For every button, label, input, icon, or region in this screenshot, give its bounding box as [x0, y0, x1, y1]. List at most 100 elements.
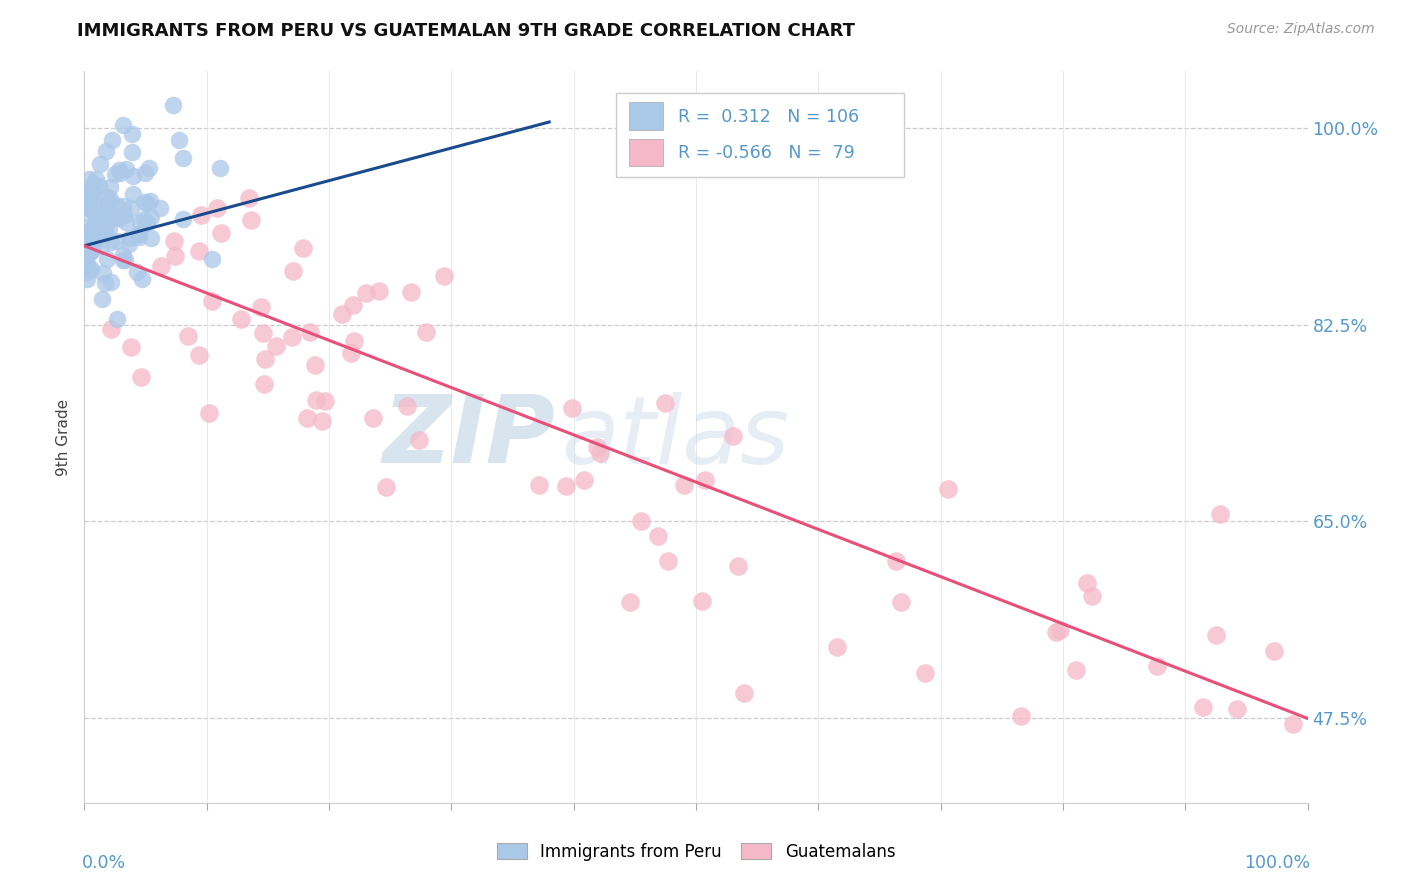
Point	[561, 401, 583, 416]
Point	[107, 211, 129, 225]
Point	[115, 162, 138, 177]
Point	[1081, 589, 1104, 603]
Point	[201, 294, 224, 309]
FancyBboxPatch shape	[616, 94, 904, 178]
Point	[96, 145, 118, 159]
Point	[98, 180, 121, 194]
Point	[122, 169, 145, 184]
Point	[105, 210, 128, 224]
Point	[162, 98, 184, 112]
Point	[630, 515, 652, 529]
Point	[238, 191, 260, 205]
Point	[1076, 575, 1098, 590]
Point	[100, 211, 122, 226]
Point	[77, 262, 100, 277]
Point	[76, 187, 98, 202]
FancyBboxPatch shape	[628, 102, 664, 130]
Point	[118, 237, 141, 252]
Point	[90, 239, 112, 253]
Point	[112, 247, 135, 261]
Point	[112, 119, 135, 133]
Text: Source: ZipAtlas.com: Source: ZipAtlas.com	[1227, 22, 1375, 37]
Point	[76, 186, 98, 201]
Point	[76, 226, 98, 240]
Text: IMMIGRANTS FROM PERU VS GUATEMALAN 9TH GRADE CORRELATION CHART: IMMIGRANTS FROM PERU VS GUATEMALAN 9TH G…	[77, 22, 855, 40]
Point	[84, 171, 107, 186]
Text: 100.0%: 100.0%	[1244, 854, 1310, 872]
Point	[586, 440, 609, 454]
Point	[314, 394, 336, 409]
Point	[354, 285, 377, 300]
Point	[433, 268, 456, 283]
Point	[108, 163, 131, 178]
Point	[96, 190, 118, 204]
Point	[80, 242, 103, 256]
Point	[721, 429, 744, 443]
Point	[84, 197, 107, 211]
Point	[264, 339, 287, 353]
Point	[733, 686, 755, 700]
Point	[122, 186, 145, 201]
Point	[94, 277, 117, 291]
Point	[114, 252, 136, 267]
Point	[80, 244, 103, 258]
Point	[1263, 644, 1285, 658]
Point	[292, 241, 315, 255]
Point	[408, 433, 430, 447]
Point	[588, 445, 610, 459]
Point	[1064, 663, 1087, 677]
Point	[136, 217, 159, 231]
Point	[80, 186, 103, 201]
Point	[91, 266, 114, 280]
Text: ZIP: ZIP	[382, 391, 555, 483]
Point	[311, 414, 333, 428]
Point	[141, 210, 163, 224]
Point	[673, 478, 696, 492]
Point	[134, 194, 156, 209]
Point	[188, 244, 211, 258]
Point	[80, 261, 103, 276]
Point	[111, 252, 134, 267]
Point	[1191, 700, 1213, 714]
Point	[205, 201, 228, 215]
Point	[342, 298, 364, 312]
FancyBboxPatch shape	[628, 138, 664, 167]
Point	[90, 226, 112, 240]
Point	[654, 395, 676, 409]
Point	[890, 595, 912, 609]
Text: R = -0.566   N =  79: R = -0.566 N = 79	[678, 145, 855, 162]
Point	[136, 196, 159, 211]
Point	[647, 529, 669, 543]
Point	[139, 194, 162, 209]
Point	[295, 411, 318, 425]
Point	[94, 207, 117, 221]
Point	[1010, 709, 1032, 723]
Point	[163, 249, 186, 263]
Point	[100, 208, 122, 222]
Point	[120, 231, 142, 245]
Point	[253, 377, 276, 392]
Point	[172, 212, 194, 227]
Point	[619, 595, 641, 609]
Point	[1049, 623, 1071, 637]
Point	[695, 473, 717, 487]
Point	[120, 202, 142, 216]
Point	[172, 152, 194, 166]
Point	[100, 235, 122, 249]
Point	[79, 201, 101, 215]
Point	[84, 218, 107, 232]
Point	[76, 259, 98, 273]
Point	[127, 227, 149, 241]
Point	[253, 351, 276, 366]
Point	[177, 329, 200, 343]
Point	[94, 227, 117, 241]
Point	[343, 334, 366, 348]
Point	[190, 209, 212, 223]
Point	[229, 311, 252, 326]
Point	[115, 215, 138, 229]
Point	[100, 322, 122, 336]
Point	[127, 265, 149, 279]
Point	[93, 221, 115, 235]
Point	[100, 275, 122, 289]
Y-axis label: 9th Grade: 9th Grade	[56, 399, 72, 475]
